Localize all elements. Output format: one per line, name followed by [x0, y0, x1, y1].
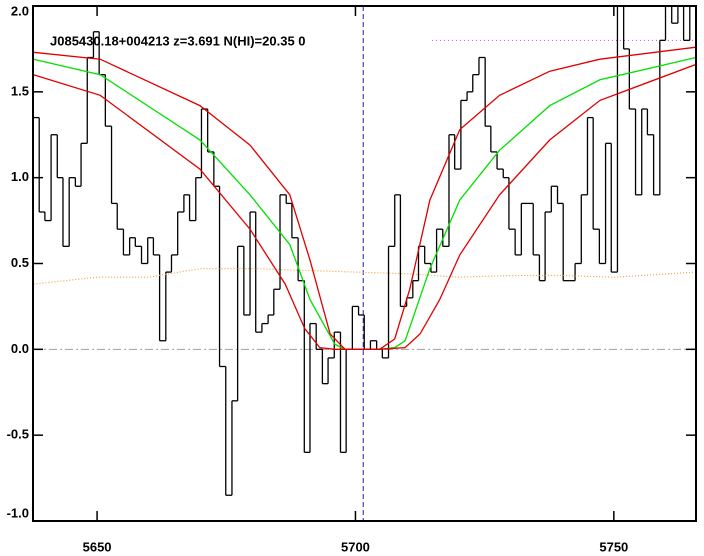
x-tick-label: 5750	[599, 539, 628, 554]
y-tick-label: -0.5	[7, 427, 29, 442]
y-tick-label: 0.0	[11, 341, 29, 356]
y-tick-label: 0.5	[11, 255, 29, 270]
model-line	[33, 46, 696, 350]
plot-area	[33, 6, 696, 521]
x-tick-label: 5650	[83, 539, 112, 554]
y-tick-label: 2.0	[11, 3, 29, 18]
model-line	[33, 63, 696, 350]
model-line	[33, 56, 696, 350]
y-tick-label: -1.0	[7, 505, 29, 520]
plot-frame	[32, 5, 697, 522]
error-line	[33, 268, 696, 285]
x-tick-label: 5700	[341, 539, 370, 554]
y-tick-label: 1.5	[11, 83, 29, 98]
y-tick-label: 1.0	[11, 169, 29, 184]
chart-title: J085430.18+004213 z=3.691 N(HI)=20.35 0	[50, 33, 306, 48]
